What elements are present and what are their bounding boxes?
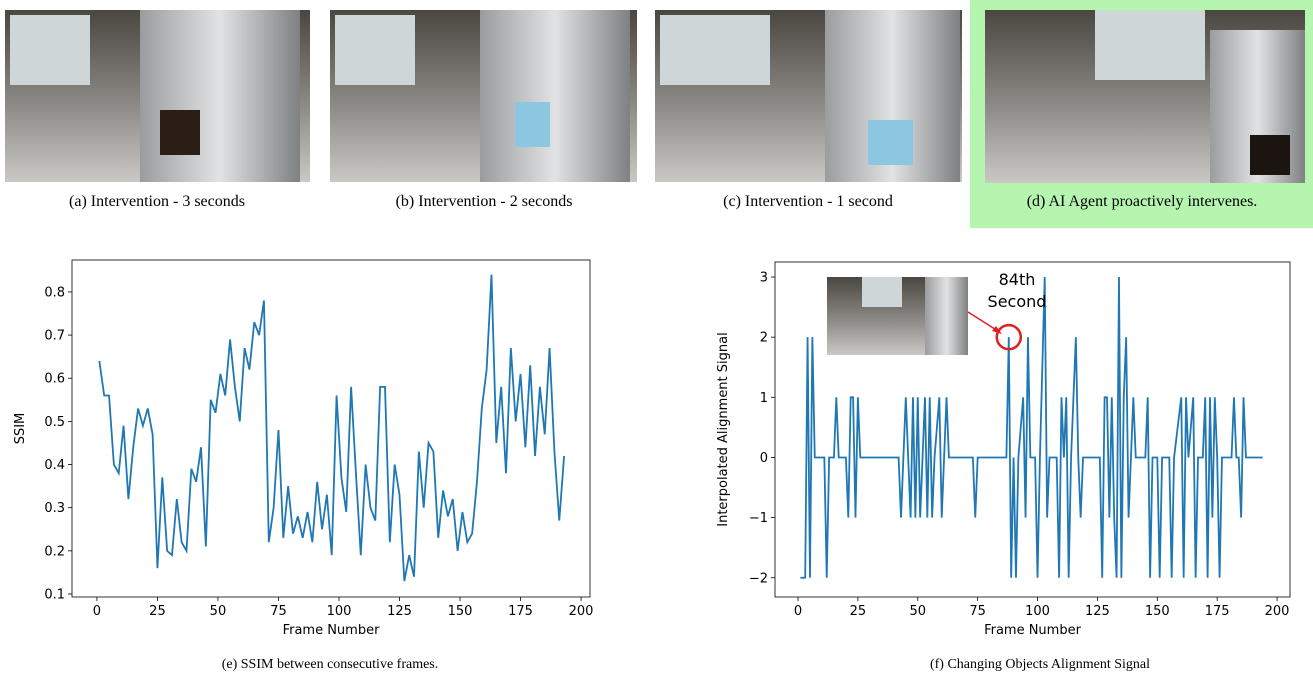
photo-a (5, 10, 310, 182)
y-tick-label: 0.1 (44, 587, 65, 602)
x-tick-label: 125 (1085, 604, 1110, 619)
caption: (a) Intervention - 3 seconds (69, 193, 245, 210)
x-tick-label: 100 (1025, 604, 1050, 619)
x-tick-label: 75 (969, 604, 986, 619)
y-tick-label: 3 (760, 271, 768, 286)
highlight-circle (995, 323, 1023, 351)
caption: (c) Intervention - 1 second (723, 193, 893, 210)
chart-caption: (e) SSIM between consecutive frames. (222, 657, 439, 672)
x-tick-label: 50 (210, 604, 227, 619)
data-line (800, 277, 1263, 579)
y-axis-label: SSIM (13, 413, 28, 445)
x-tick-label: 100 (327, 604, 352, 619)
y-tick-label: −1 (749, 511, 768, 526)
x-tick-label: 150 (448, 604, 473, 619)
caption: (d) AI Agent proactively intervenes. (1027, 193, 1258, 210)
photo-b (330, 10, 637, 182)
y-tick-label: 0.3 (44, 501, 65, 516)
x-tick-label: 25 (850, 604, 867, 619)
x-tick-label: 200 (1265, 604, 1290, 619)
y-tick-label: 0 (760, 451, 768, 466)
annotation-arrow (967, 311, 999, 332)
y-tick-label: 0.4 (44, 458, 65, 473)
inset-photo (827, 277, 968, 355)
y-tick-label: 0.5 (44, 415, 65, 430)
y-tick-label: 0.7 (44, 329, 65, 344)
caption: (b) Intervention - 2 seconds (396, 193, 573, 210)
y-tick-label: 0.8 (44, 285, 65, 300)
plot-frame (71, 259, 591, 598)
plot-frame (774, 261, 1291, 598)
x-tick-label: 175 (1205, 604, 1230, 619)
y-tick-label: 0.6 (44, 372, 65, 387)
y-axis-label: Interpolated Alignment Signal (716, 332, 731, 526)
x-tick-label: 75 (270, 604, 287, 619)
x-tick-label: 0 (794, 604, 802, 619)
x-tick-label: 25 (149, 604, 166, 619)
annotation: 84th (999, 270, 1036, 289)
x-tick-label: 0 (93, 604, 101, 619)
x-tick-label: 125 (387, 604, 412, 619)
photo-d (985, 10, 1305, 183)
x-tick-label: 200 (569, 604, 594, 619)
y-tick-label: 2 (760, 331, 768, 346)
photo-c (655, 10, 962, 182)
annotation: Second (988, 292, 1047, 311)
y-tick-label: 0.2 (44, 544, 65, 559)
x-tick-label: 50 (909, 604, 926, 619)
x-tick-label: 150 (1145, 604, 1170, 619)
x-axis-label: Frame Number (283, 623, 381, 638)
x-axis-label: Frame Number (984, 623, 1082, 638)
chart-caption: (f) Changing Objects Alignment Signal (930, 657, 1150, 672)
x-tick-label: 175 (508, 604, 533, 619)
y-tick-label: −2 (749, 571, 768, 586)
y-tick-label: 1 (760, 391, 768, 406)
data-line (98, 274, 565, 582)
arrow-head (992, 326, 1002, 334)
